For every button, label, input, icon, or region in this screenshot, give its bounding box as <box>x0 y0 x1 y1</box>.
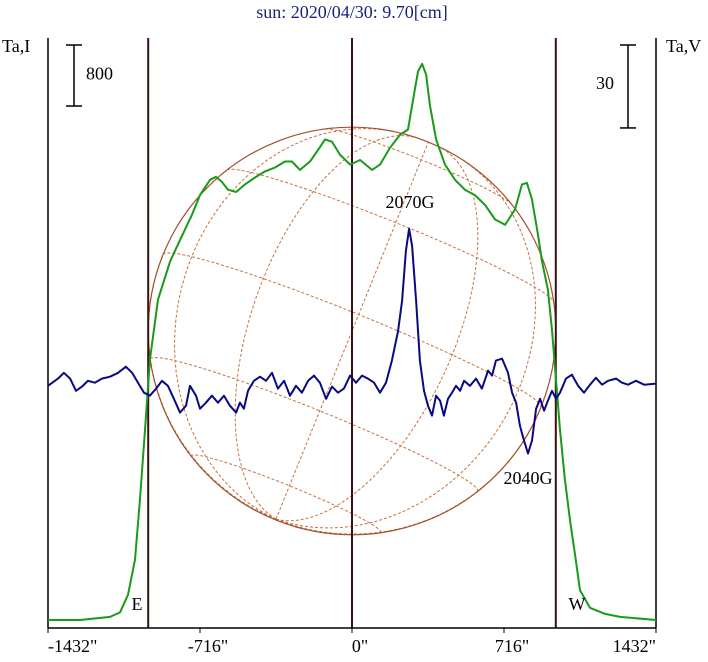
disk-grid <box>174 128 394 520</box>
x-tick-label: -1432" <box>48 636 97 656</box>
limb-label: W <box>569 594 586 614</box>
disk-grid <box>162 252 542 408</box>
disk-grid <box>275 141 429 520</box>
annotation: 2040G <box>504 468 553 488</box>
scale-bar-label: 30 <box>596 73 614 93</box>
disk-grid <box>275 158 537 529</box>
annotation: 2070G <box>386 192 435 212</box>
limb-label: E <box>132 594 143 614</box>
disk-grid <box>234 135 419 520</box>
disk-grid <box>275 407 542 535</box>
disk-grid <box>226 168 555 303</box>
x-tick-label: 1432" <box>613 636 656 656</box>
y2-axis-label: Ta,V <box>666 36 701 56</box>
chart-title: sun: 2020/04/30: 9.70[cm] <box>256 2 448 22</box>
disk-grid <box>275 145 479 522</box>
x-tick-label: -716" <box>188 636 228 656</box>
data-line <box>48 62 657 621</box>
data-line <box>47 227 657 455</box>
x-tick-label: 0" <box>352 636 368 656</box>
y-axis-label: Ta,I <box>2 36 30 56</box>
x-tick-label: 716" <box>495 636 529 656</box>
disk-grid <box>325 128 513 205</box>
disk-grid <box>191 454 382 534</box>
disk-grid <box>149 356 479 492</box>
scale-bar-label: 800 <box>86 64 113 84</box>
